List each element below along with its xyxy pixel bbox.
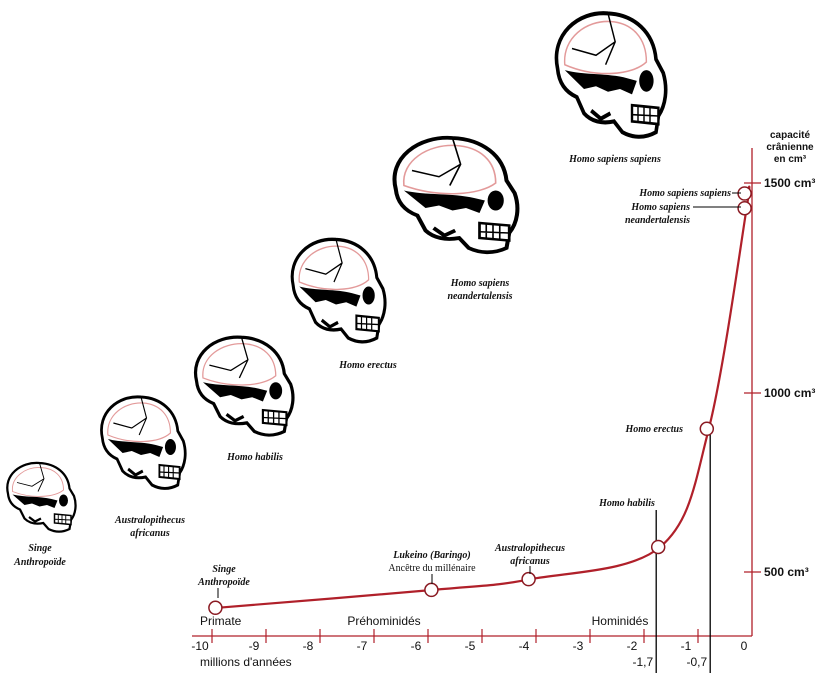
x-tick-label: -1: [681, 639, 692, 653]
skull-label: Homo habilis: [226, 452, 283, 463]
point-label: Singe: [212, 564, 236, 575]
skull-label: Singe: [28, 543, 52, 554]
phase-label-prehominides: Préhominidés: [347, 614, 420, 628]
skull-homo-sapiens-neandertalensis-icon: [394, 138, 517, 252]
skull-label: neandertalensis: [447, 291, 512, 302]
y-axis-label: capacité: [770, 130, 810, 141]
data-point: [521, 571, 536, 587]
data-point: [208, 600, 223, 616]
point-label: Homo sapiens: [630, 202, 690, 213]
y-axis-label: en cm³: [774, 154, 807, 165]
x-tick-label: 0: [741, 639, 748, 653]
x-axis-label: millions d'années: [200, 655, 292, 669]
data-point: [699, 421, 715, 437]
y-tick-label: 500 cm³: [764, 565, 809, 579]
data-point: [424, 582, 439, 598]
skull-label: Homo sapiens: [450, 278, 510, 289]
point-label: Homo sapiens sapiens: [638, 188, 731, 199]
data-point: [737, 200, 752, 216]
data-point: [650, 539, 666, 555]
x-tick-label: -10: [191, 639, 209, 653]
point-label: Homo erectus: [625, 424, 684, 435]
skull-australopithecus-icon: [99, 395, 187, 490]
skull-homo-habilis-icon: [193, 335, 295, 437]
point-label: Australopithecus: [494, 543, 565, 554]
x-tick-label: -5: [465, 639, 476, 653]
x-tick-label: -8: [303, 639, 314, 653]
x-tick-label: -9: [249, 639, 260, 653]
skull-label: Australopithecus: [114, 515, 185, 526]
point-label: Homo habilis: [598, 498, 655, 509]
skull-label: Homo sapiens sapiens: [568, 154, 661, 165]
x-tick-label: -6: [411, 639, 422, 653]
y-tick-label: 1000 cm³: [764, 386, 815, 400]
y-axis-label: crânienne: [766, 142, 814, 153]
skull-label: Anthropoïde: [13, 557, 66, 568]
time-marker-label: -0,7: [687, 655, 708, 669]
x-tick-label: -3: [573, 639, 584, 653]
point-sublabel: Ancêtre du millénaire: [388, 563, 476, 574]
skull-label: Homo erectus: [338, 360, 397, 371]
point-label: africanus: [510, 556, 550, 567]
skull-homo-erectus-icon: [290, 237, 387, 344]
y-tick-label: 1500 cm³: [764, 176, 815, 190]
point-label: Lukeino (Baringo): [392, 550, 471, 561]
skull-singe-anthropoide-icon: [6, 461, 77, 533]
point-label: neandertalensis: [625, 215, 690, 226]
skull-homo-sapiens-sapiens-icon: [556, 13, 665, 137]
point-label: Anthropoïde: [197, 577, 250, 588]
x-tick-label: -2: [627, 639, 638, 653]
skull-label: africanus: [130, 528, 170, 539]
x-tick-label: -7: [357, 639, 368, 653]
x-tick-label: -4: [519, 639, 530, 653]
phase-label-hominides: Hominidés: [592, 614, 649, 628]
phase-label-primate: Primate: [200, 614, 242, 628]
time-marker-label: -1,7: [633, 655, 654, 669]
